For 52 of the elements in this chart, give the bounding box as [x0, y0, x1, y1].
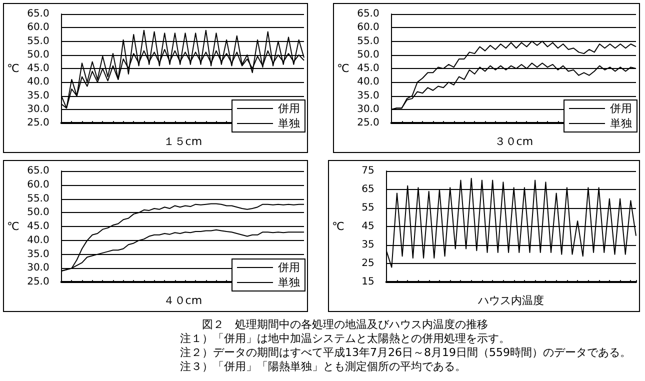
x-axis-title: ４０cm	[163, 294, 202, 307]
x-axis-title: １５cm	[163, 135, 202, 148]
y-tick-label: 35	[362, 240, 374, 251]
y-tick-label: 65.0	[357, 8, 380, 20]
text: 注２）データの期間はすべて平成13年7月26日～8月19日間（559時間）のデータである。	[179, 346, 632, 360]
y-tick-label: 30.0	[357, 104, 380, 115]
y-tick-label: 55.0	[27, 36, 50, 47]
y-axis-title: ℃	[336, 62, 350, 76]
y-tick-label: 60.0	[27, 179, 50, 190]
y-tick-label: 65	[362, 184, 374, 196]
y-tick-label: 30.0	[27, 104, 50, 115]
y-tick-label: 55.0	[357, 36, 380, 47]
y-tick-label: 35.0	[27, 248, 50, 260]
legend-label: 単独	[278, 276, 300, 289]
y-axis-title: ℃	[6, 62, 20, 76]
x-axis-title: ３０cm	[494, 135, 534, 148]
y-tick-label: 40.0	[357, 76, 380, 88]
y-tick-label: 45.0	[357, 63, 380, 74]
y-tick-label: 40.0	[27, 76, 50, 88]
y-tick-label: 40.0	[27, 234, 50, 246]
y-tick-label: 25	[362, 258, 374, 270]
legend-label: 単独	[278, 117, 300, 130]
y-tick-label: 45	[362, 221, 374, 232]
y-tick-label: 35.0	[357, 90, 380, 102]
y-tick-label: 50.0	[357, 49, 380, 60]
y-tick-label: 75	[362, 166, 374, 176]
y-tick-label: 25.0	[27, 118, 50, 129]
legend-label: 併用	[610, 102, 632, 115]
legend-label: 併用	[278, 261, 300, 274]
x-axis-title: ハウス内温度	[477, 294, 544, 307]
legend-label: 併用	[278, 102, 300, 115]
text: 図２ 処理期間中の各処理の地温及びハウス内温度の推移	[201, 318, 489, 332]
y-tick-label: 45.0	[27, 221, 50, 232]
y-tick-label: 25.0	[27, 276, 50, 288]
y-tick-label: 55.0	[27, 193, 50, 204]
y-tick-label: 55	[362, 202, 374, 214]
legend-label: 単独	[610, 117, 632, 130]
y-tick-label: 60.0	[27, 22, 50, 34]
y-axis-title: ℃	[332, 220, 344, 234]
y-tick-label: 45.0	[27, 63, 50, 74]
text: 注３）「併用」「陽熱単独」とも測定個所の平均である。	[179, 360, 467, 374]
y-tick-label: 15	[362, 276, 374, 288]
y-tick-label: 60.0	[357, 22, 380, 34]
y-tick-label: 65.0	[27, 166, 50, 176]
y-tick-label: 50.0	[27, 49, 50, 60]
y-tick-label: 30.0	[27, 262, 50, 274]
y-tick-label: 65.0	[27, 8, 50, 20]
y-tick-label: 35.0	[27, 90, 50, 102]
y-tick-label: 25.0	[357, 118, 380, 129]
y-axis-title: ℃	[6, 220, 20, 234]
text: 注１）「併用」は地中加温システムと太陽熱との併用処理を示す。	[179, 332, 511, 346]
y-tick-label: 50.0	[27, 207, 50, 218]
